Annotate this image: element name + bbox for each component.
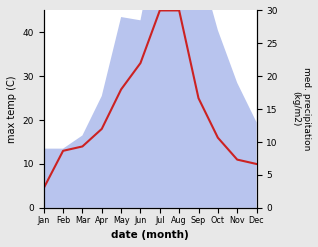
X-axis label: date (month): date (month)	[111, 230, 189, 240]
Y-axis label: max temp (C): max temp (C)	[7, 75, 17, 143]
Y-axis label: med. precipitation
(kg/m2): med. precipitation (kg/m2)	[292, 67, 311, 151]
